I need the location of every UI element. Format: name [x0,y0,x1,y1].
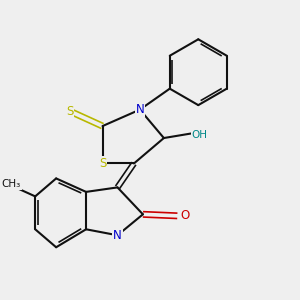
Text: OH: OH [192,130,208,140]
Text: CH₃: CH₃ [2,179,21,189]
Text: S: S [99,157,106,170]
Text: N: N [113,229,122,242]
Text: N: N [136,103,144,116]
Text: O: O [180,209,189,222]
Text: S: S [66,105,73,118]
